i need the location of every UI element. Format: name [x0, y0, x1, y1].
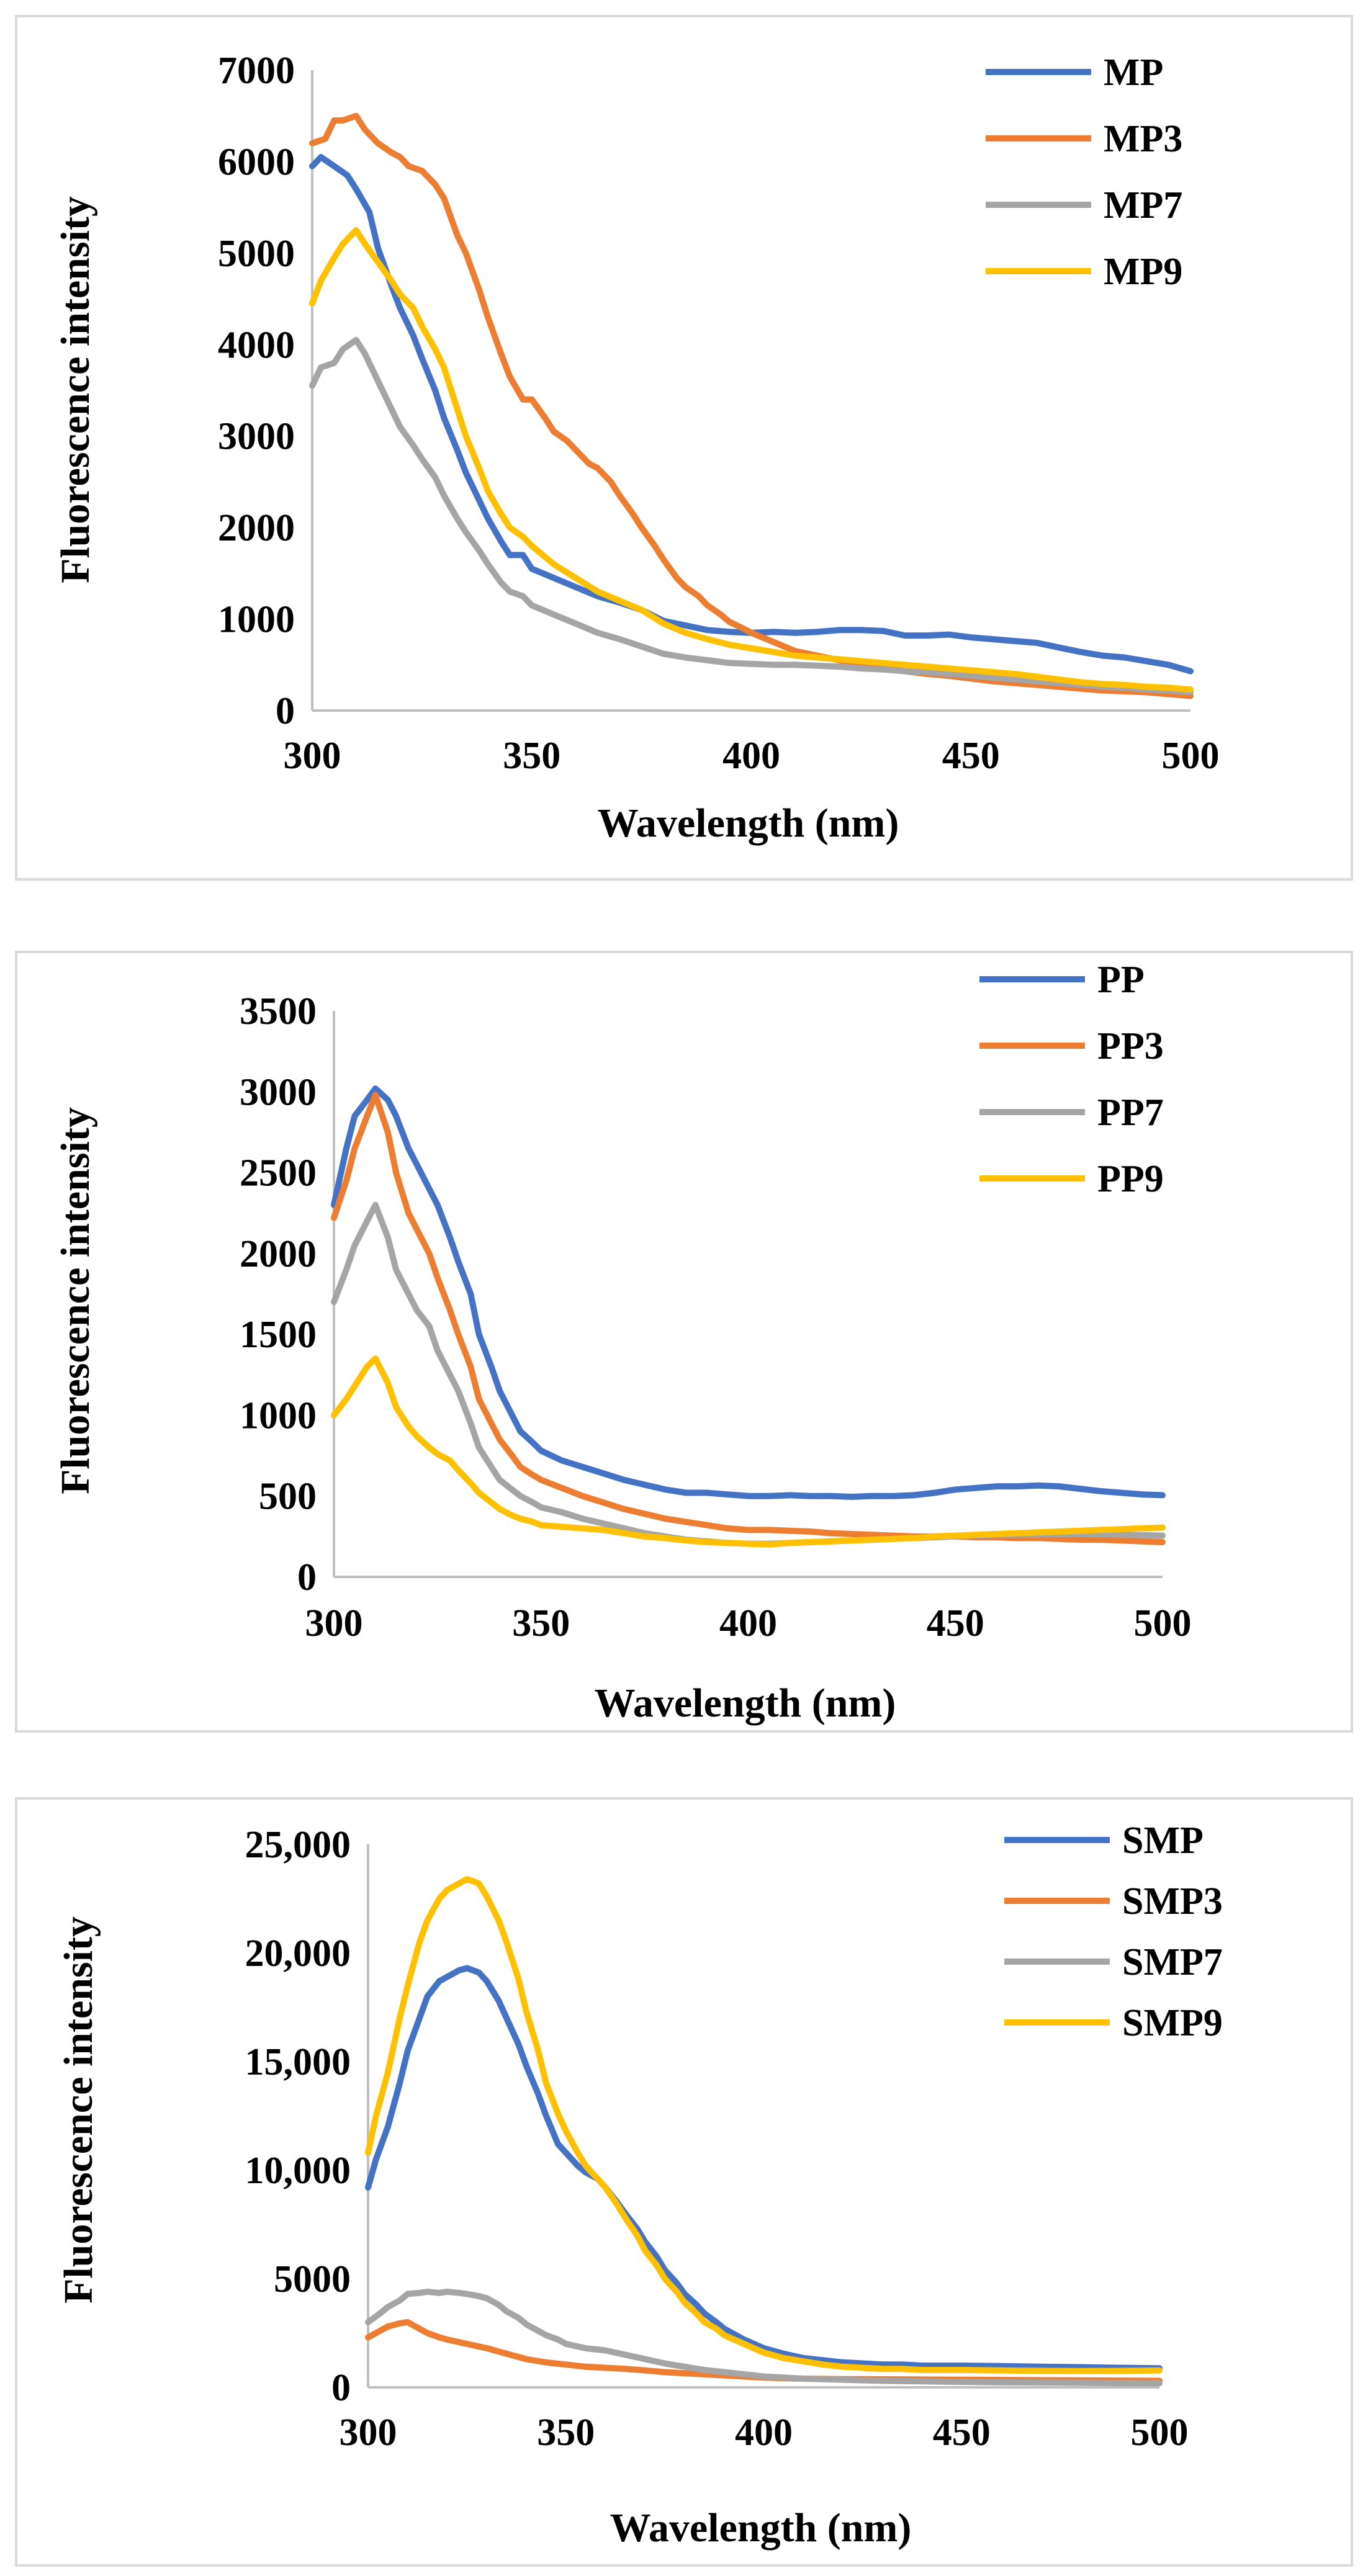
legend: SMP SMP3 SMP7 SMP9: [1004, 1820, 1223, 2044]
y-tick-label: 3000: [218, 416, 295, 458]
legend-label-mp3: MP3: [1104, 118, 1182, 160]
y-tick-label: 2500: [240, 1152, 317, 1195]
legend-label-pp: PP: [1097, 959, 1145, 1001]
y-axis-title: Fluorescence intensity: [56, 1916, 101, 2304]
chart-panel-mp: 0 1000 2000 3000 4000 5000 6000 7000 300 350 400 45…: [15, 15, 1353, 881]
x-tick-label: 350: [537, 2412, 595, 2454]
legend-label-smp9: SMP9: [1122, 2002, 1223, 2044]
y-tick-label: 5000: [218, 233, 295, 275]
x-tick-label: 350: [503, 735, 560, 777]
legend-label-mp9: MP9: [1104, 251, 1182, 293]
y-tick-label: 3000: [240, 1071, 317, 1113]
x-tick-label: 500: [1131, 2412, 1189, 2454]
series-line-smp7: [365, 2289, 1163, 2387]
y-tick-label: 0: [276, 690, 295, 732]
legend-label-smp3: SMP3: [1122, 1880, 1223, 1923]
x-tick-label: 300: [305, 1602, 363, 1645]
series-line-mp: [309, 154, 1194, 675]
x-tick-label: 400: [735, 2412, 793, 2454]
x-tick-label: 400: [722, 735, 780, 777]
legend-label-pp3: PP3: [1097, 1025, 1164, 1067]
chart-panel-smp: 0 5000 10,000 15,000 20,000 25,000 300 350 400 45…: [15, 1797, 1353, 2567]
y-tick-label: 1500: [240, 1314, 317, 1356]
y-tick-label: 4000: [218, 324, 295, 366]
x-tick-label: 300: [340, 2412, 397, 2454]
y-tick-label: 1000: [218, 599, 295, 641]
y-tick-label: 0: [331, 2367, 351, 2409]
series-line-pp9: [331, 1355, 1166, 1548]
x-axis-title: Wavelength (nm): [595, 1681, 896, 1726]
chart-mp: 0 1000 2000 3000 4000 5000 6000 7000 300 350 400 45…: [53, 50, 1220, 846]
legend-label-pp9: PP9: [1097, 1158, 1164, 1200]
y-tick-label: 5000: [274, 2258, 351, 2300]
y-tick-label: 25,000: [245, 1824, 351, 1866]
legend-label-smp7: SMP7: [1122, 1941, 1223, 1983]
y-tick-label: 15,000: [245, 2041, 351, 2083]
chart-smp: 0 5000 10,000 15,000 20,000 25,000 300 350 400 45…: [56, 1820, 1223, 2551]
x-tick-label: 400: [719, 1602, 777, 1645]
y-tick-label: 20,000: [245, 1932, 351, 1975]
y-tick-label: 10,000: [245, 2150, 351, 2192]
legend: MP MP3 MP7 MP9: [986, 52, 1182, 293]
x-tick-label: 450: [927, 1602, 984, 1645]
y-tick-label: 6000: [218, 141, 295, 183]
x-tick-label: 350: [512, 1602, 570, 1645]
series-line-mp9: [309, 227, 1194, 693]
x-tick-label: 450: [933, 2412, 991, 2454]
series-line-pp3: [331, 1092, 1166, 1545]
y-tick-label: 7000: [218, 50, 295, 92]
y-axis-title: Fluorescence intensity: [53, 196, 98, 583]
legend: PP PP3 PP7 PP9: [979, 959, 1164, 1200]
x-tick-label: 500: [1162, 735, 1220, 777]
legend-label-smp: SMP: [1122, 1820, 1204, 1862]
series-line-smp9: [365, 1876, 1163, 2374]
y-tick-label: 500: [259, 1476, 317, 1518]
y-tick-label: 2000: [240, 1233, 317, 1275]
y-tick-label: 3500: [240, 990, 317, 1033]
series-line-pp: [331, 1085, 1166, 1500]
x-tick-label: 450: [942, 735, 1000, 777]
chart-panel-pp: 0 500 1000 1500 2000 2500 3000 3500 300 350 400 450…: [15, 951, 1353, 1733]
legend-label-mp7: MP7: [1104, 184, 1182, 227]
x-axis-title: Wavelength (nm): [610, 2505, 912, 2551]
series-line-mp7: [309, 336, 1194, 696]
y-axis-title: Fluorescence intensity: [53, 1107, 98, 1494]
y-tick-label: 1000: [240, 1394, 317, 1437]
chart-pp: 0 500 1000 1500 2000 2500 3000 3500 300 350 400 450…: [53, 959, 1192, 1726]
y-tick-label: 2000: [218, 507, 295, 549]
legend-label-pp7: PP7: [1097, 1092, 1164, 1134]
x-tick-label: 500: [1134, 1602, 1192, 1645]
series-line-smp: [365, 1965, 1163, 2372]
x-axis-title: Wavelength (nm): [598, 801, 899, 846]
y-tick-label: 0: [297, 1556, 317, 1599]
legend-label-mp: MP: [1104, 52, 1163, 94]
x-tick-label: 300: [284, 735, 341, 777]
